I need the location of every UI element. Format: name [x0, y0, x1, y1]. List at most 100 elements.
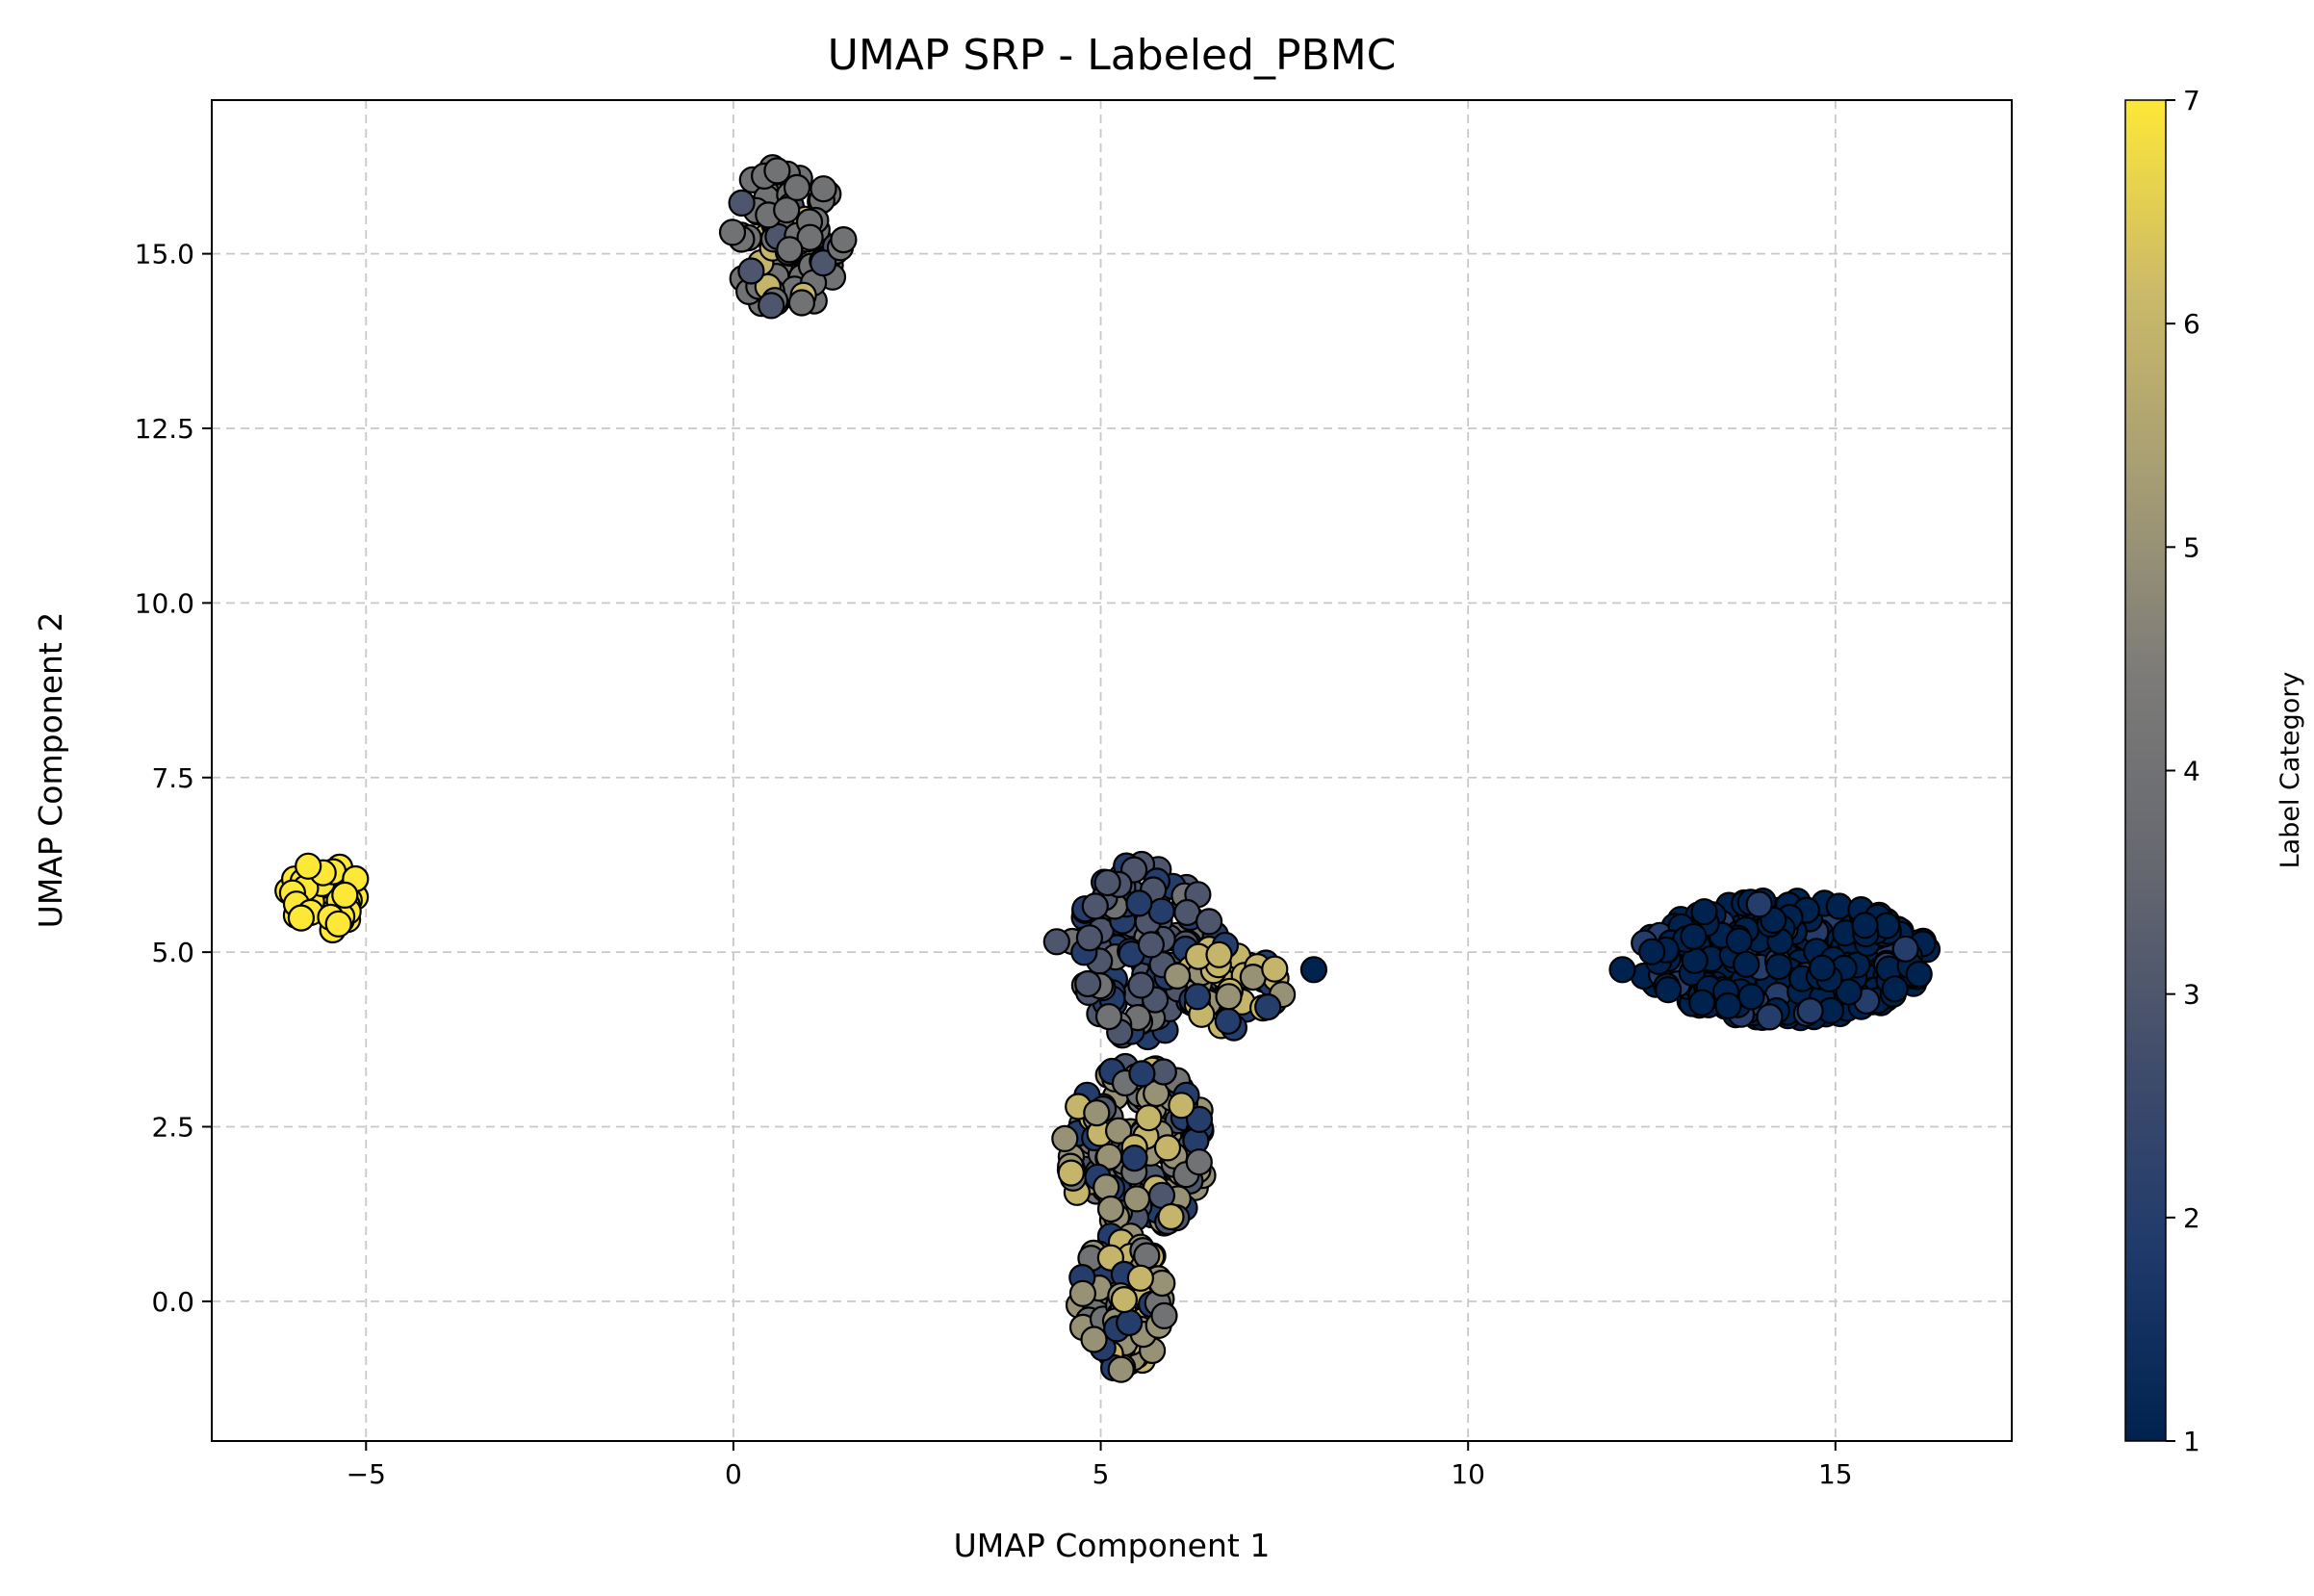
scatter-point: [1835, 978, 1863, 1006]
x-tick-label: 0: [725, 1458, 742, 1490]
scatter-point: [1654, 976, 1683, 1004]
scatter-point: [1215, 983, 1243, 1011]
scatter-point: [1126, 1264, 1155, 1292]
scatter-point: [324, 910, 352, 938]
scatter-point: [1104, 1117, 1133, 1145]
scatter-point: [1214, 1007, 1242, 1035]
scatter-point: [1096, 1195, 1125, 1223]
x-axis-ticks: −5 0 5 10 15: [347, 1441, 1853, 1490]
y-tick-label: 10.0: [135, 587, 194, 619]
colorbar-tick-label: 1: [2183, 1426, 2200, 1457]
scatter-point: [1122, 1185, 1151, 1213]
scatter-point: [1135, 1104, 1163, 1132]
scatter-point: [1808, 954, 1837, 982]
scatter-point: [1107, 1355, 1135, 1383]
scatter-point: [1737, 983, 1765, 1011]
scatter-point: [1110, 1285, 1139, 1314]
y-tick-label: 0.0: [151, 1286, 194, 1318]
colorbar-tick-label: 3: [2183, 979, 2200, 1011]
y-tick-label: 5.0: [151, 937, 194, 968]
scatter-point: [1074, 969, 1102, 998]
colorbar-tick-label: 4: [2183, 756, 2200, 787]
scatter-point: [1125, 889, 1153, 917]
scatter-point: [787, 289, 816, 317]
scatter-point: [295, 852, 322, 880]
scatter-point: [1127, 971, 1155, 999]
scatter-point: [1116, 1308, 1144, 1337]
y-tick-label: 12.5: [135, 413, 194, 445]
scatter-point: [1057, 1159, 1085, 1187]
x-axis-label: UMAP Component 1: [954, 1527, 1271, 1564]
scatter-point: [287, 904, 315, 932]
plot-frame: [211, 99, 2013, 1442]
scatter-point: [1133, 1242, 1161, 1270]
y-tick-label: 2.5: [151, 1112, 194, 1144]
y-axis-label: UMAP Component 2: [32, 612, 69, 929]
scatter-point: [1891, 935, 1919, 963]
scatter-point: [1205, 940, 1233, 968]
scatter-point: [1163, 962, 1192, 991]
scatter-point: [1147, 897, 1175, 925]
scatter-point: [1638, 938, 1666, 965]
colorbar-tick-label: 6: [2183, 308, 2200, 340]
colorbar-label: Label Category: [2275, 672, 2305, 869]
scatter-point: [1183, 983, 1212, 1011]
scatter-point: [1083, 1098, 1111, 1127]
scatter-point: [1120, 1144, 1148, 1172]
scatter-point: [1299, 956, 1328, 984]
scatter-point: [1128, 1060, 1156, 1088]
scatter-point: [728, 189, 756, 217]
scatter-point: [331, 881, 359, 910]
scatter-point: [1185, 1148, 1213, 1176]
scatter-point: [1254, 992, 1282, 1021]
scatter-point: [1042, 928, 1070, 956]
scatter-point: [1094, 1002, 1123, 1031]
scatter-point: [1080, 1326, 1108, 1353]
scatter-point: [1093, 1173, 1120, 1201]
scatter-point: [1075, 924, 1104, 952]
y-axis-ticks: 0.0 2.5 5.0 7.5 10.0 12.5 15.0: [135, 239, 212, 1318]
scatter-point: [796, 223, 824, 251]
scatter-point: [1680, 922, 1708, 951]
scatter-point: [1688, 989, 1716, 1017]
scatter-point: [810, 249, 837, 277]
chart-title: UMAP SRP - Labeled_PBMC: [828, 31, 1397, 80]
scatter-point: [758, 292, 785, 320]
scatter-point: [763, 157, 791, 185]
scatter-points: [274, 154, 1941, 1383]
y-tick-label: 7.5: [151, 762, 194, 794]
x-tick-label: 15: [1818, 1458, 1853, 1490]
scatter-point: [737, 257, 765, 285]
scatter-point: [1690, 898, 1718, 926]
scatter-point: [1051, 1124, 1079, 1153]
colorbar: [2124, 99, 2167, 1442]
y-tick-label: 15.0: [135, 239, 194, 270]
colorbar-tick-label: 7: [2183, 85, 2200, 116]
scatter-point: [783, 173, 811, 201]
scatter-point: [1081, 892, 1109, 920]
scatter-point: [1157, 1202, 1185, 1231]
scatter-point: [1093, 868, 1121, 897]
scatter-point: [810, 175, 837, 203]
x-tick-label: 10: [1451, 1458, 1485, 1490]
scatter-point: [1153, 1134, 1182, 1162]
x-tick-label: −5: [347, 1458, 386, 1490]
scatter-point: [1725, 927, 1753, 955]
scatter-point: [1185, 1105, 1214, 1134]
scatter-point: [1745, 890, 1773, 918]
scatter-point: [1261, 955, 1289, 983]
scatter-point: [1608, 956, 1636, 984]
scatter-point: [773, 196, 801, 224]
colorbar-ticks: 1 2 3 4 5 6 7: [2166, 85, 2200, 1457]
colorbar-tick-label: 2: [2183, 1202, 2200, 1234]
scatter-point: [1714, 991, 1742, 1020]
scatter-point: [1756, 1003, 1784, 1031]
scatter-point: [1796, 996, 1824, 1025]
scatter-point: [776, 236, 804, 264]
scatter-point: [1733, 950, 1761, 978]
scatter-point: [1195, 908, 1223, 936]
scatter-point: [1851, 912, 1879, 940]
scatter-point: [1764, 952, 1793, 981]
